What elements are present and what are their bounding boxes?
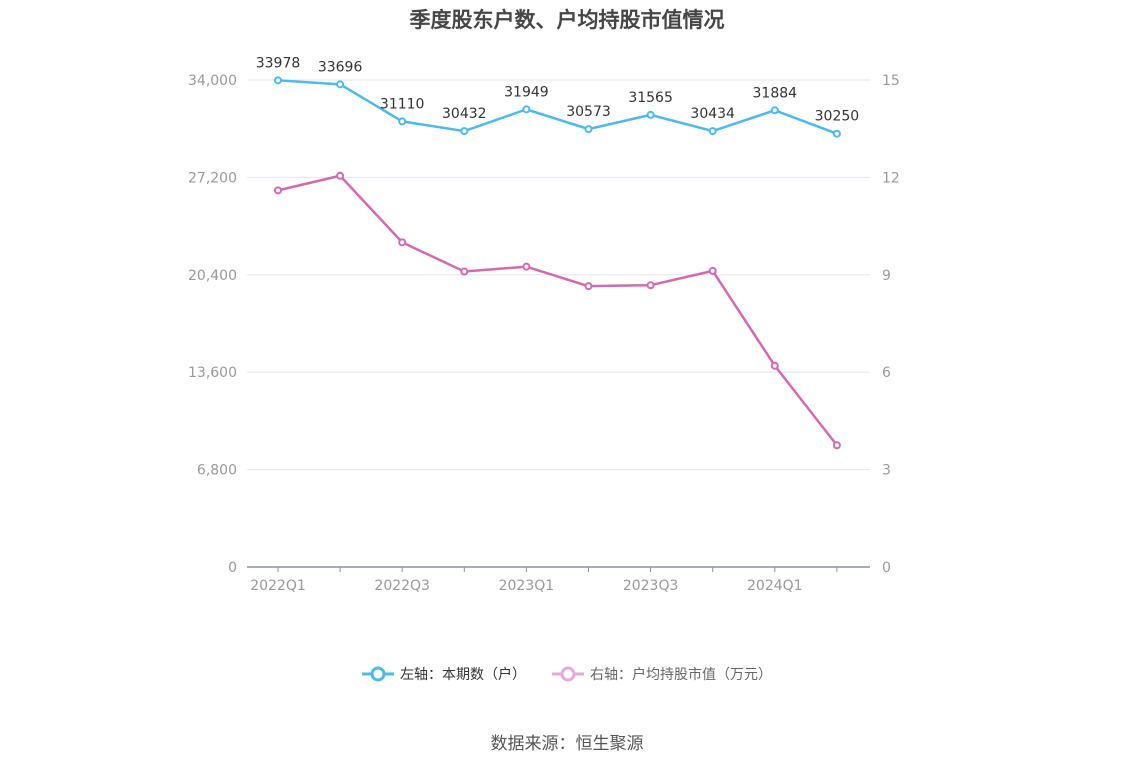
data-point-right bbox=[274, 186, 282, 195]
series-line-left bbox=[277, 79, 838, 135]
data-point-left bbox=[770, 106, 779, 115]
y-right-tick-label: 9 bbox=[882, 268, 891, 284]
x-tick-label: 2022Q1 bbox=[250, 578, 306, 594]
data-label: 30250 bbox=[815, 109, 860, 125]
data-point-left bbox=[522, 105, 531, 114]
legend-item-right-series[interactable]: 右轴：户均持股市值（万元） bbox=[552, 664, 772, 684]
data-point-left bbox=[708, 127, 717, 136]
legend-line-circle-icon bbox=[552, 666, 584, 682]
series-line-right bbox=[277, 174, 838, 447]
data-point-right bbox=[770, 361, 779, 370]
data-label: 33978 bbox=[256, 55, 301, 71]
data-label: 30432 bbox=[442, 106, 487, 122]
data-label: 31949 bbox=[504, 84, 549, 100]
x-tick-label: 2022Q3 bbox=[374, 578, 430, 594]
data-labels: 33978 33696 31110 30432 31949 30573 31565 30434… bbox=[256, 55, 859, 124]
y-right-tick-label: 0 bbox=[882, 560, 891, 576]
x-tick-label: 2023Q1 bbox=[499, 578, 555, 594]
data-label: 31565 bbox=[628, 90, 673, 106]
data-point-left bbox=[832, 129, 841, 138]
x-tick-label: 2023Q3 bbox=[623, 578, 679, 594]
series-points bbox=[274, 76, 841, 450]
data-point-left bbox=[584, 125, 593, 134]
data-point-right bbox=[522, 262, 531, 271]
y-left-tick-label: 0 bbox=[228, 560, 237, 576]
data-point-left bbox=[398, 117, 407, 126]
legend: 左轴：本期数（户） 右轴：户均持股市值（万元） bbox=[0, 664, 1134, 684]
legend-label-right-series: 右轴：户均持股市值（万元） bbox=[590, 667, 772, 683]
y-left-tick-label: 13,600 bbox=[188, 365, 237, 381]
y-right-tick-label: 12 bbox=[882, 170, 900, 186]
data-label: 30573 bbox=[566, 104, 611, 120]
y-left-tick-label: 34,000 bbox=[188, 73, 237, 89]
legend-line-circle-icon bbox=[362, 666, 394, 682]
legend-label-left-series: 左轴：本期数（户） bbox=[400, 667, 526, 683]
legend-item-left-series[interactable]: 左轴：本期数（户） bbox=[362, 664, 526, 684]
data-label: 30434 bbox=[690, 106, 735, 122]
data-label: 31110 bbox=[380, 96, 425, 112]
data-point-left bbox=[460, 127, 469, 136]
series-lines bbox=[277, 79, 838, 447]
y-right-tick-label: 3 bbox=[882, 463, 891, 479]
data-label: 33696 bbox=[318, 59, 363, 75]
y-right-tick-label: 15 bbox=[882, 73, 900, 89]
chart-title: 季度股东户数、户均持股市值情况 bbox=[409, 8, 725, 32]
data-point-left bbox=[274, 76, 282, 85]
data-point-right bbox=[460, 267, 469, 276]
data-point-right bbox=[646, 281, 655, 290]
data-point-right bbox=[584, 282, 593, 291]
y-right-tick-label: 6 bbox=[882, 365, 891, 381]
axes bbox=[247, 566, 870, 572]
tick-labels: 0 0 6,800 3 13,600 6 20,400 9 27,200 12 34,000 15 20… bbox=[188, 73, 900, 594]
data-point-left bbox=[336, 80, 345, 89]
y-left-tick-label: 27,200 bbox=[188, 170, 237, 186]
data-point-right bbox=[832, 441, 841, 450]
grid-lines bbox=[247, 79, 870, 471]
data-label: 31884 bbox=[753, 85, 798, 101]
source-note: 数据来源：恒生聚源 bbox=[490, 734, 644, 754]
data-point-right bbox=[398, 238, 407, 247]
y-left-tick-label: 20,400 bbox=[188, 268, 237, 284]
y-left-tick-label: 6,800 bbox=[197, 463, 237, 479]
data-point-left bbox=[646, 110, 655, 119]
x-tick-label: 2024Q1 bbox=[747, 578, 803, 594]
data-point-right bbox=[708, 266, 717, 275]
data-point-right bbox=[336, 171, 345, 180]
